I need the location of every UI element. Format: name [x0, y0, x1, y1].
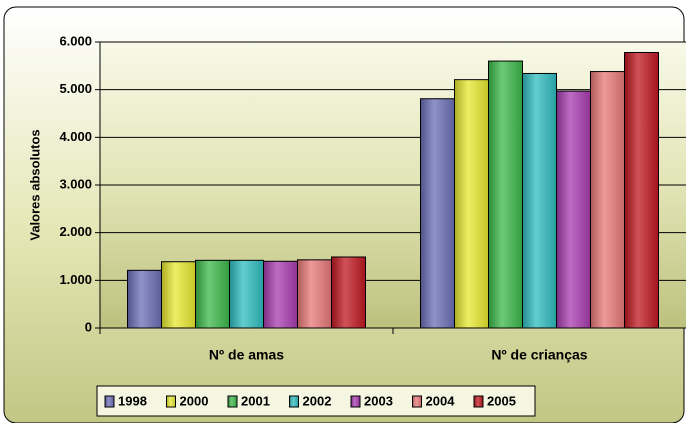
legend-label-2000: 2000: [180, 393, 209, 408]
bar-2003-0: [263, 260, 298, 329]
legend-swatch-2001: [227, 395, 238, 408]
x-axis-categories: Nº de amas Nº de crianças: [99, 328, 588, 363]
legend-swatch-2004: [412, 395, 422, 408]
y-axis-ticks: 0 1.000 2.000 3.000 4.000 5.000 6.000: [59, 33, 100, 334]
legend-label-2002: 2002: [303, 393, 332, 408]
bar-2000-0: [161, 261, 196, 329]
bar-1998-1: [420, 98, 455, 329]
y-tick-label: 3.000: [59, 176, 92, 191]
legend: 1998 2000 2001 2002 2003 2004 2005: [96, 385, 536, 417]
legend-label-2005: 2005: [487, 393, 516, 408]
y-axis-title: Valores absolutos: [27, 129, 42, 240]
bars: [127, 51, 659, 329]
legend-label-2004: 2004: [426, 393, 456, 408]
bar-2005-0: [331, 256, 366, 329]
legend-swatch-2005: [473, 395, 484, 408]
legend-swatch-2002: [289, 395, 299, 408]
x-category-label: Nº de crianças: [491, 347, 587, 363]
legend-swatch-1998: [104, 395, 115, 408]
legend-label-2003: 2003: [364, 393, 393, 408]
y-tick-label: 0: [85, 319, 92, 334]
legend-label-1998: 1998: [118, 393, 147, 408]
bar-2000-1: [454, 79, 489, 329]
bar-2002-1: [522, 72, 557, 329]
legend-swatch-2003: [350, 395, 361, 408]
bar-1998-0: [127, 269, 162, 329]
bar-2004-0: [297, 259, 332, 329]
bar-2001-0: [195, 259, 230, 329]
bar-2002-0: [229, 259, 264, 329]
y-tick-label: 5.000: [59, 81, 92, 96]
legend-label-2001: 2001: [241, 393, 270, 408]
bar-2005-1: [624, 51, 659, 329]
bar-2003-1: [556, 90, 591, 329]
y-tick-label: 4.000: [59, 129, 92, 144]
x-category-label: Nº de amas: [209, 347, 284, 363]
bar-2004-1: [590, 71, 625, 329]
y-tick-label: 1.000: [59, 272, 92, 287]
legend-swatch-2000: [166, 395, 176, 408]
y-tick-label: 6.000: [59, 33, 92, 48]
y-tick-label: 2.000: [59, 224, 92, 239]
bar-2001-1: [488, 60, 523, 329]
